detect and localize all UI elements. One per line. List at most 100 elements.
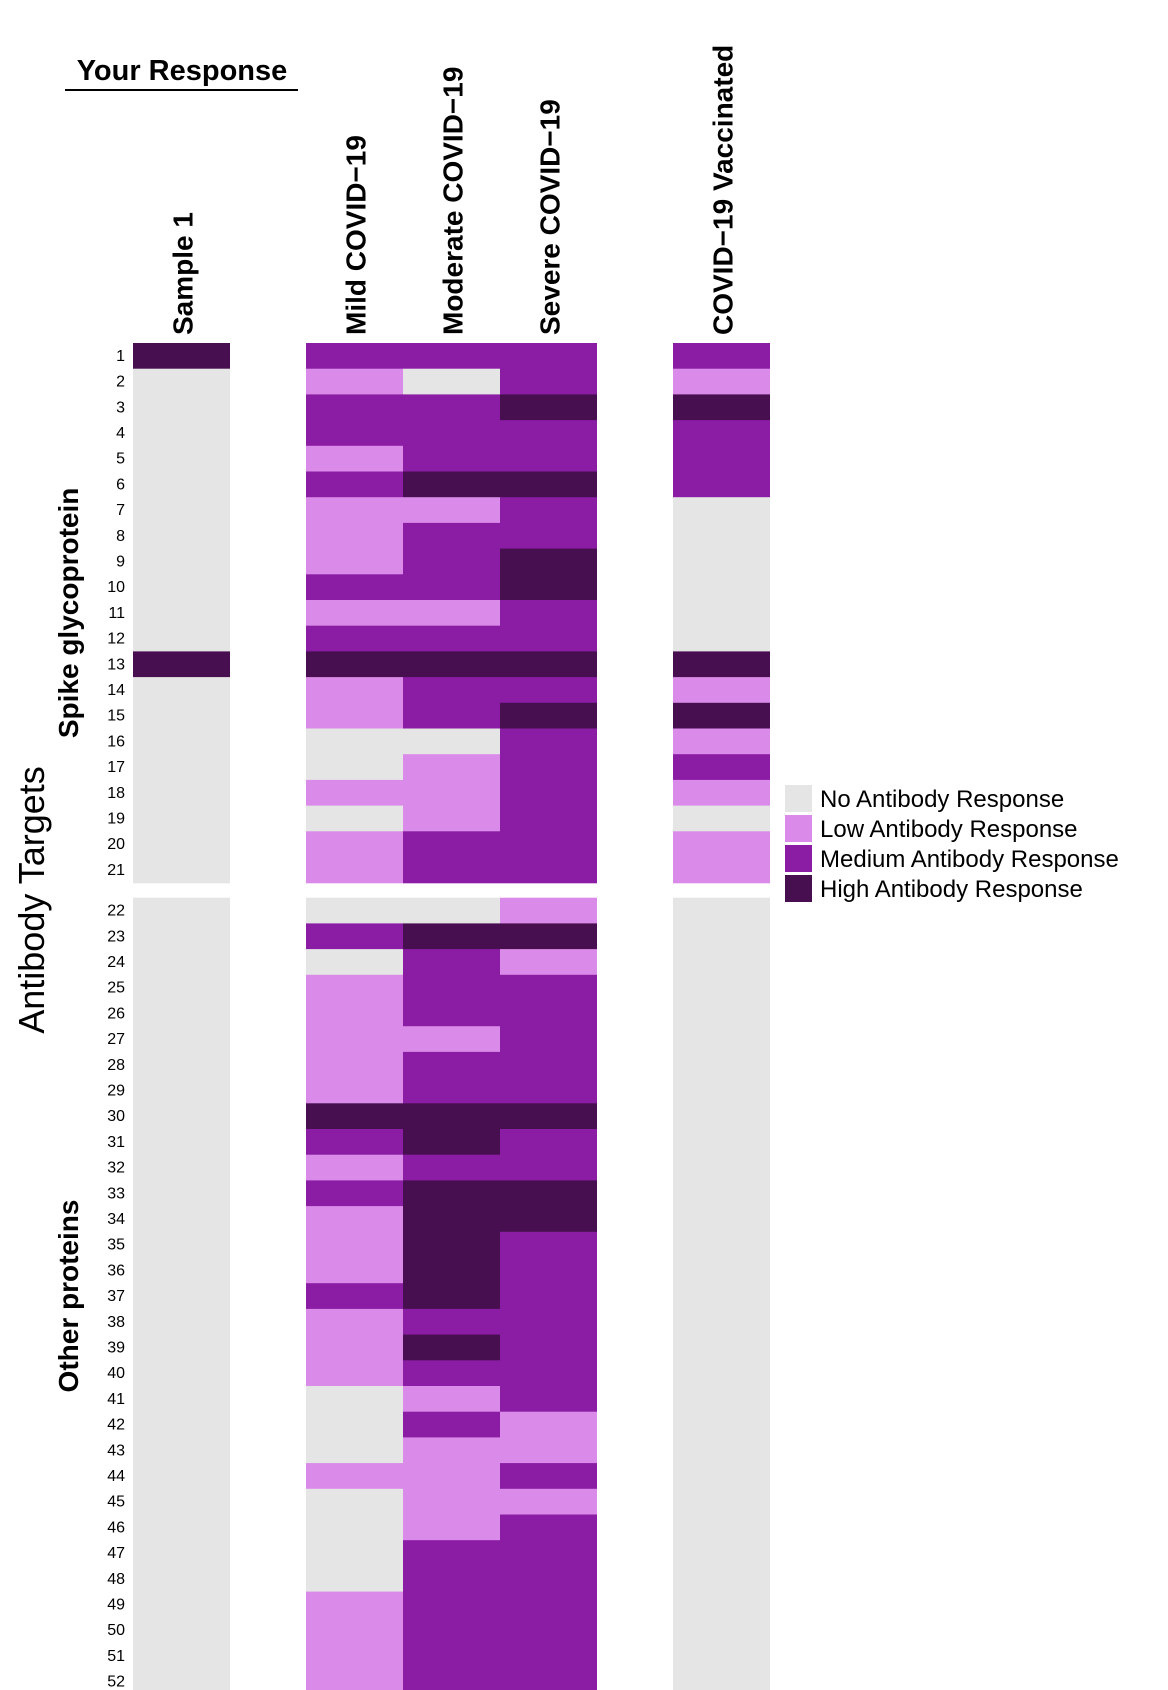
heatmap-cell	[403, 343, 500, 370]
heatmap-cell	[673, 923, 770, 950]
heatmap-cell	[673, 897, 770, 924]
heatmap-cell	[403, 857, 500, 884]
legend-label: No Antibody Response	[820, 786, 1064, 813]
heatmap-cell	[306, 1617, 403, 1644]
heatmap-cell	[133, 497, 230, 524]
heatmap-cell	[500, 1334, 597, 1361]
heatmap-cell	[403, 420, 500, 447]
heatmap-cell	[673, 754, 770, 781]
row-tick-label: 43	[107, 1442, 125, 1459]
heatmap-cell	[403, 702, 500, 730]
heatmap-cell	[500, 343, 597, 370]
heatmap-cell	[673, 831, 770, 858]
heatmap-cell	[133, 1103, 230, 1130]
heatmap-cell	[673, 651, 770, 678]
heatmap-cell	[133, 1411, 230, 1438]
heatmap-cell	[500, 1000, 597, 1027]
heatmap-cell	[500, 497, 597, 524]
heatmap-cell	[403, 1026, 500, 1053]
heatmap-cell	[133, 1308, 230, 1336]
heatmap-cell	[500, 1051, 597, 1079]
heatmap-cell	[306, 1257, 403, 1284]
heatmap-cell	[133, 445, 230, 473]
heatmap-cell	[306, 728, 403, 755]
heatmap-cell	[500, 522, 597, 550]
heatmap-cell	[673, 1129, 770, 1156]
heatmap-cell	[673, 1463, 770, 1490]
heatmap-cell	[403, 522, 500, 550]
heatmap-cell	[306, 1283, 403, 1310]
row-tick-label: 7	[116, 502, 125, 519]
heatmap-cell	[500, 574, 597, 601]
heatmap-cell	[133, 1463, 230, 1490]
heatmap-cell	[403, 1591, 500, 1618]
heatmap-cell	[306, 1514, 403, 1541]
row-tick-label: 49	[107, 1596, 125, 1613]
heatmap-cell	[403, 974, 500, 1002]
heatmap-cell	[403, 897, 500, 924]
heatmap-cell	[306, 1308, 403, 1336]
heatmap-cell	[403, 445, 500, 473]
row-tick-label: 17	[107, 759, 125, 776]
heatmap-cell	[403, 625, 500, 652]
heatmap-cell	[306, 1051, 403, 1079]
heatmap-cell	[673, 1643, 770, 1670]
row-tick-label: 26	[107, 1005, 125, 1022]
row-tick-label: 32	[107, 1160, 125, 1177]
heatmap-cell	[403, 728, 500, 755]
row-tick-label: 2	[116, 374, 125, 391]
heatmap-cell	[403, 1488, 500, 1516]
heatmap-cell	[306, 368, 403, 395]
row-tick-label: 4	[116, 425, 125, 442]
heatmap-cell	[673, 1360, 770, 1387]
heatmap-cell	[673, 1231, 770, 1259]
heatmap-cell	[500, 548, 597, 575]
heatmap-cell	[673, 974, 770, 1002]
heatmap-cell	[500, 923, 597, 950]
row-tick-label: 6	[116, 476, 125, 493]
heatmap-cell	[673, 625, 770, 652]
heatmap-cell	[403, 1129, 500, 1156]
heatmap-cell	[306, 1077, 403, 1104]
heatmap-cell	[133, 471, 230, 498]
heatmap-cell	[500, 831, 597, 858]
row-tick-label: 38	[107, 1314, 125, 1331]
heatmap-cell	[673, 1437, 770, 1464]
heatmap-cell	[133, 651, 230, 678]
heatmap-cell	[133, 1386, 230, 1413]
row-tick-label: 20	[107, 836, 125, 853]
heatmap-cell	[133, 831, 230, 858]
heatmap-cell	[133, 1643, 230, 1670]
heatmap-cell	[500, 471, 597, 498]
heatmap-cell	[306, 1231, 403, 1259]
heatmap-cell	[306, 1488, 403, 1516]
heatmap-cell	[306, 471, 403, 498]
heatmap-cell	[403, 1386, 500, 1413]
heatmap-cell	[306, 1360, 403, 1387]
legend-label: Medium Antibody Response	[820, 846, 1119, 873]
heatmap-cell	[673, 574, 770, 601]
heatmap-cell	[306, 1334, 403, 1361]
heatmap-cell	[673, 394, 770, 421]
heatmap-cell	[403, 831, 500, 858]
heatmap-cell	[403, 1540, 500, 1567]
heatmap-cell	[133, 923, 230, 950]
heatmap-cell	[133, 1540, 230, 1567]
heatmap-cell	[403, 1206, 500, 1233]
heatmap-cell	[403, 677, 500, 704]
legend-label: High Antibody Response	[820, 876, 1083, 903]
heatmap-cell	[133, 805, 230, 832]
heatmap-cell	[306, 1129, 403, 1156]
column-header: Sample 1	[168, 212, 199, 335]
heatmap-cell	[673, 1180, 770, 1207]
row-tick-label: 24	[107, 954, 125, 971]
heatmap-cell	[403, 779, 500, 807]
heatmap-cell	[306, 1026, 403, 1053]
heatmap-cell	[500, 1103, 597, 1130]
heatmap-cell	[306, 548, 403, 575]
heatmap-cell	[673, 1026, 770, 1053]
row-tick-label: 16	[107, 733, 125, 750]
heatmap-cell	[500, 1514, 597, 1541]
heatmap-cell	[500, 754, 597, 781]
row-tick-label: 35	[107, 1237, 125, 1254]
